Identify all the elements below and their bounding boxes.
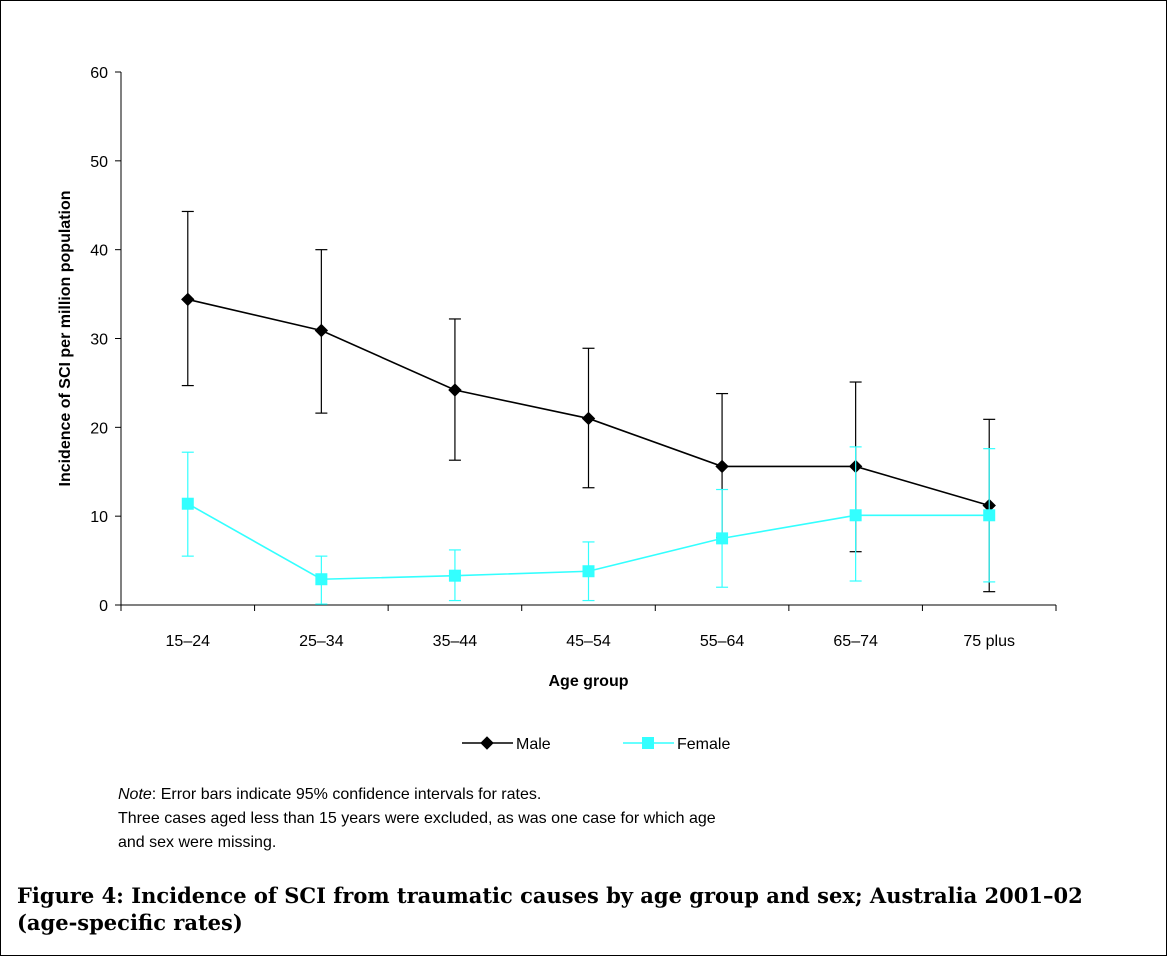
x-tick-label: 65–74 xyxy=(833,633,878,650)
y-tick-label: 60 xyxy=(90,65,108,82)
series-female xyxy=(181,446,996,605)
data-point-male xyxy=(314,323,329,338)
y-axis-title: Incidence of SCI per million population xyxy=(57,190,74,486)
figure-caption: Figure 4: Incidence of SCI from traumati… xyxy=(17,883,1083,935)
legend-marker-male xyxy=(480,736,494,750)
x-tick-label: 35–44 xyxy=(433,633,478,650)
y-tick-label: 50 xyxy=(90,154,108,171)
x-tick-label: 45–54 xyxy=(566,633,611,650)
x-axis-title: Age group xyxy=(549,673,629,690)
data-point-female xyxy=(181,497,194,510)
note-label: Note xyxy=(118,786,152,803)
y-tick-label: 30 xyxy=(90,332,108,349)
data-point-male xyxy=(181,292,195,307)
legend-item-male: Male xyxy=(462,736,551,753)
series-layer xyxy=(181,210,996,605)
y-axis-ticks: 0 10 20 30 40 50 60 xyxy=(90,65,121,615)
chart: 0 10 20 30 40 50 60 15–24 25–34 35–44 45–54 55–64 6… xyxy=(57,65,1057,753)
data-point-male xyxy=(581,411,596,426)
note-line-3: and sex were missing. xyxy=(118,834,277,851)
data-point-female xyxy=(716,532,729,545)
data-point-male xyxy=(715,459,729,474)
data-point-female xyxy=(448,569,461,582)
x-tick-label: 75 plus xyxy=(963,633,1015,650)
y-tick-label: 0 xyxy=(99,598,108,615)
legend-label-male: Male xyxy=(516,736,551,753)
data-point-female xyxy=(315,573,328,586)
y-tick-label: 40 xyxy=(90,243,108,260)
x-tick-label: 55–64 xyxy=(700,633,745,650)
note-line-1: Note: Error bars indicate 95% confidence… xyxy=(118,783,541,807)
x-tick-label: 25–34 xyxy=(299,633,344,650)
data-point-female xyxy=(849,509,862,522)
x-axis-ticks: 15–24 25–34 35–44 45–54 55–64 65–74 75 plus xyxy=(120,605,1057,650)
note-line-2: Three cases aged less than 15 years were… xyxy=(118,810,716,827)
series-male xyxy=(181,210,996,593)
legend-item-female: Female xyxy=(623,736,730,753)
data-point-female xyxy=(983,509,996,522)
data-point-female xyxy=(582,565,595,578)
x-tick-label: 15–24 xyxy=(166,633,211,650)
legend-marker-female xyxy=(642,737,654,749)
y-tick-label: 10 xyxy=(90,509,108,526)
legend-label-female: Female xyxy=(677,736,730,753)
note-text: : Error bars indicate 95% confidence int… xyxy=(151,786,542,803)
y-tick-label: 20 xyxy=(90,420,108,437)
data-point-male xyxy=(448,383,462,397)
legend: Male Female xyxy=(462,736,730,753)
